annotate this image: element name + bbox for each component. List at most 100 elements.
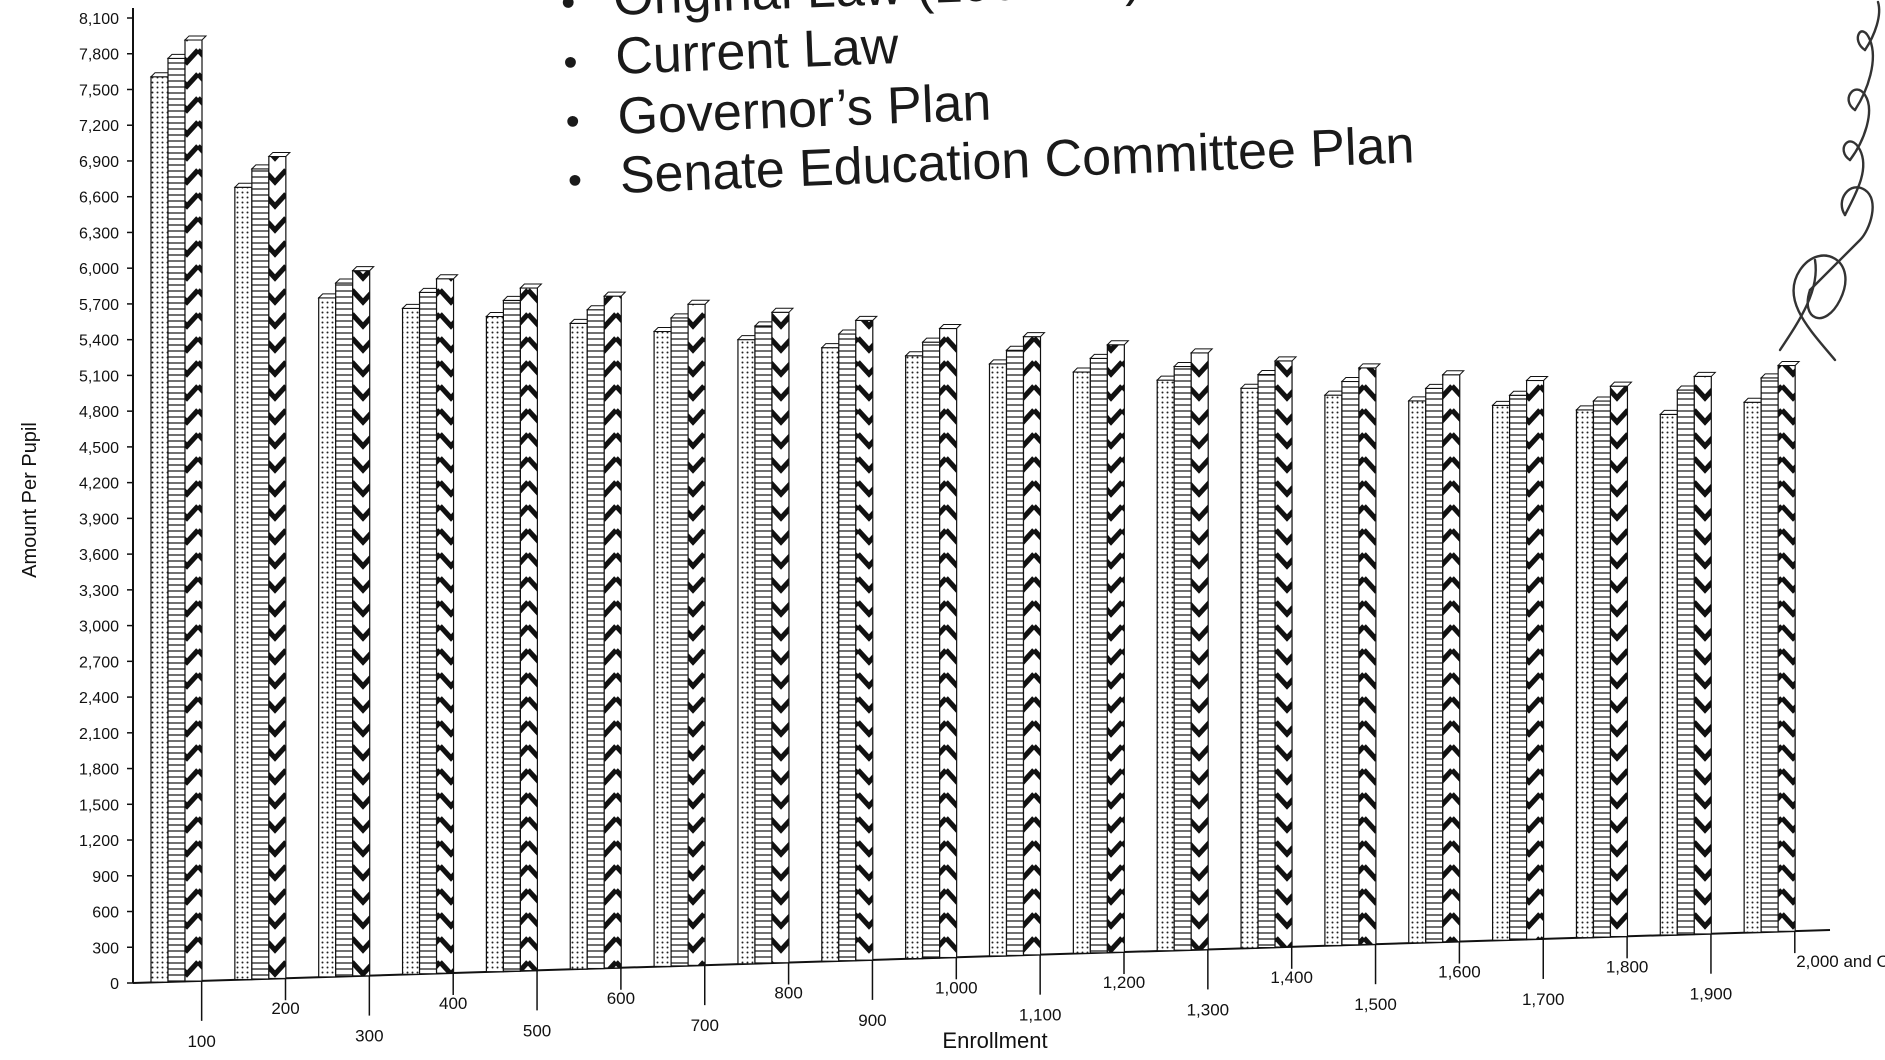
x-tick-label: 1,600 — [1438, 963, 1481, 982]
bar — [1760, 377, 1779, 933]
bar — [1190, 352, 1209, 951]
bar — [234, 186, 253, 981]
y-tick-label: 6,900 — [79, 154, 119, 171]
x-tick-label: 900 — [858, 1011, 886, 1030]
bar-cap — [1441, 370, 1465, 376]
bar-cap — [603, 291, 627, 297]
bar — [401, 307, 421, 975]
x-tick-label: 2,000 and Over — [1796, 952, 1885, 971]
bar — [1173, 365, 1192, 951]
bar — [150, 76, 169, 983]
bar — [1005, 349, 1025, 957]
bar — [1106, 344, 1125, 953]
bar — [1324, 394, 1343, 947]
x-tick-label: 1,100 — [1019, 1006, 1062, 1025]
bar — [1156, 379, 1175, 952]
bar-cap — [1106, 340, 1130, 346]
bar — [1575, 409, 1595, 939]
x-tick-label: 800 — [774, 984, 802, 1003]
y-tick-label: 7,800 — [79, 47, 119, 64]
y-tick-label: 5,700 — [79, 297, 119, 314]
bar-cap — [1609, 381, 1633, 387]
bar — [737, 338, 756, 965]
bar — [1508, 394, 1528, 941]
bar-cap — [1022, 332, 1046, 338]
y-tick-label: 2,400 — [79, 690, 119, 707]
y-tick-label: 3,900 — [79, 511, 119, 528]
x-tick-label: 1,000 — [935, 978, 978, 997]
y-tick-label: 3,300 — [79, 583, 119, 600]
bar — [1777, 364, 1796, 932]
x-tick-label: 1,300 — [1187, 1000, 1230, 1019]
bar — [1693, 375, 1712, 935]
bar — [1659, 413, 1678, 936]
bar — [821, 347, 840, 962]
y-tick-label: 1,200 — [79, 833, 119, 850]
y-tick-label: 6,000 — [79, 261, 119, 278]
bar-cap — [1525, 375, 1549, 381]
y-tick-label: 5,100 — [79, 368, 119, 385]
bar — [1676, 389, 1695, 936]
y-tick-label: 5,400 — [79, 333, 119, 350]
bar — [1525, 379, 1545, 940]
bar-cap — [938, 324, 962, 330]
bar — [502, 299, 521, 972]
bar — [922, 341, 941, 959]
bar-cap — [1189, 348, 1214, 354]
bar — [1609, 385, 1629, 938]
bar-cap — [686, 299, 711, 305]
bar — [251, 168, 270, 980]
x-tick-label: 1,700 — [1522, 990, 1565, 1009]
y-tick-label: 7,200 — [79, 118, 119, 135]
bar — [1341, 380, 1360, 946]
bar — [569, 322, 588, 970]
bar — [1743, 401, 1762, 934]
bar — [335, 282, 354, 978]
y-tick-label: 4,200 — [79, 476, 119, 493]
y-tick-label: 1,800 — [79, 762, 119, 779]
bar — [1491, 404, 1511, 941]
bar-cap — [1357, 363, 1382, 369]
x-axis-label: Enrollment — [942, 1028, 1047, 1053]
bar — [418, 291, 438, 975]
bar — [771, 311, 790, 964]
x-axis — [132, 929, 1831, 984]
bar — [988, 363, 1008, 957]
bar — [653, 330, 672, 968]
x-tick-label: 200 — [271, 999, 299, 1018]
bar-cap — [435, 274, 459, 280]
bar-cap — [351, 266, 375, 272]
bar — [1257, 373, 1276, 949]
bar — [1425, 387, 1444, 943]
bar — [838, 333, 857, 962]
x-tick-label: 400 — [439, 994, 467, 1013]
x-tick-label: 1,200 — [1103, 973, 1146, 992]
y-tick-label: 3,600 — [79, 547, 119, 564]
bar — [167, 57, 186, 983]
bar-cap — [770, 307, 795, 313]
y-tick-label: 2,100 — [79, 726, 119, 743]
x-tick-label: 500 — [523, 1021, 551, 1040]
y-tick-label: 1,500 — [79, 797, 119, 814]
bar — [435, 278, 455, 974]
y-tick-label: 0 — [110, 976, 119, 993]
bar — [352, 269, 371, 977]
bar — [905, 355, 924, 960]
bar — [519, 287, 539, 972]
x-tick-label: 1,800 — [1606, 957, 1649, 976]
bar — [1358, 367, 1377, 946]
bar-cap — [1776, 360, 1801, 366]
y-tick-label: 2,700 — [79, 654, 119, 671]
bar-cap — [183, 35, 208, 41]
y-tick-label: 8,100 — [79, 11, 119, 28]
bar — [268, 155, 287, 980]
bar — [670, 317, 689, 967]
bar — [485, 315, 504, 973]
bar — [603, 295, 622, 969]
y-tick-label: 7,500 — [79, 82, 119, 99]
bar — [1592, 400, 1612, 938]
y-tick-label: 3,000 — [79, 619, 119, 636]
x-tick-label: 300 — [355, 1027, 383, 1046]
bar-cap — [519, 283, 543, 289]
